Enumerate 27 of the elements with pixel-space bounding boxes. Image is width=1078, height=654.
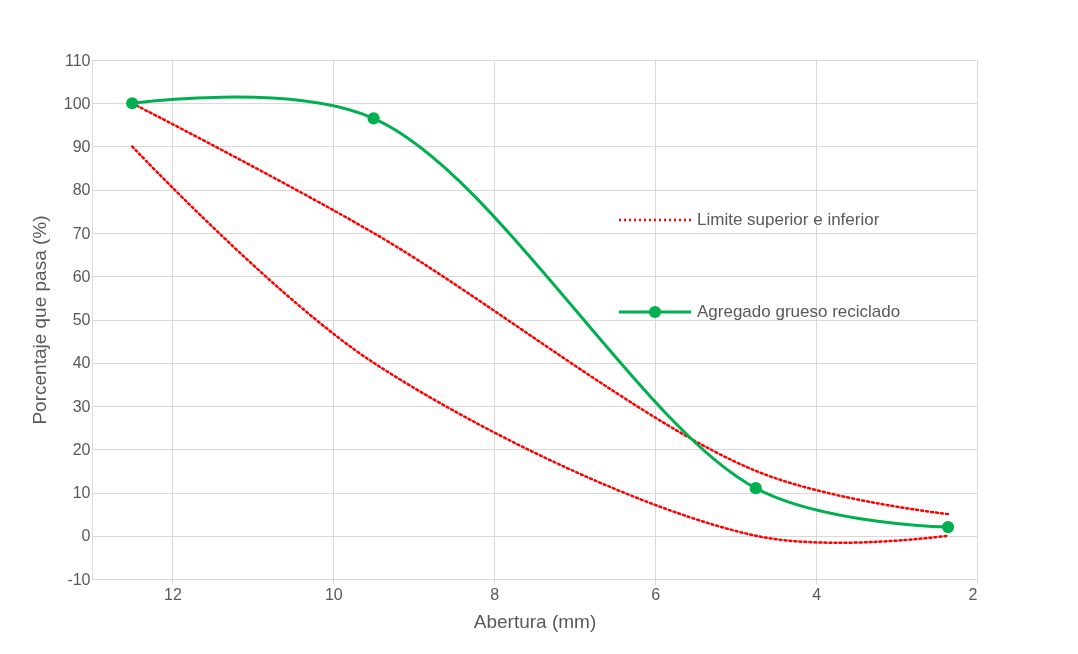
y-tick-label: 110 bbox=[64, 51, 91, 69]
y-tick-label: 70 bbox=[72, 224, 91, 242]
x-axis-title: Abertura (mm) bbox=[473, 610, 597, 632]
y-tick-label: 80 bbox=[72, 181, 91, 199]
y-tick-label: 10 bbox=[72, 484, 91, 501]
y-tick-label: 100 bbox=[63, 94, 91, 112]
y-tick-label: 60 bbox=[72, 267, 91, 285]
y-tick-label: 40 bbox=[72, 354, 91, 372]
point bbox=[126, 97, 139, 110]
x-tick-label: 6 bbox=[651, 585, 661, 603]
x-tick-label: 10 bbox=[324, 585, 343, 603]
y-tick-label: 20 bbox=[72, 440, 91, 458]
y-tick-label: 50 bbox=[72, 311, 91, 328]
point bbox=[749, 482, 762, 495]
y-tick-label: 0 bbox=[81, 527, 91, 545]
point bbox=[367, 112, 380, 125]
legend-label: Limite superior e inferior bbox=[697, 210, 880, 229]
point bbox=[941, 520, 955, 534]
legend-label: Agregado grueso reciclado bbox=[697, 302, 901, 321]
x-tick-label: 2 bbox=[968, 585, 978, 603]
x-tick-label: 4 bbox=[812, 585, 822, 603]
y-tick-label: -10 bbox=[67, 570, 91, 588]
x-tick-label: 12 bbox=[164, 585, 182, 603]
y-tick-label: 90 bbox=[72, 138, 91, 155]
y-axis-title: Porcentaje que pasa (%) bbox=[28, 215, 50, 425]
y-tick-label: 30 bbox=[72, 397, 91, 415]
x-tick-label: 8 bbox=[490, 585, 500, 603]
